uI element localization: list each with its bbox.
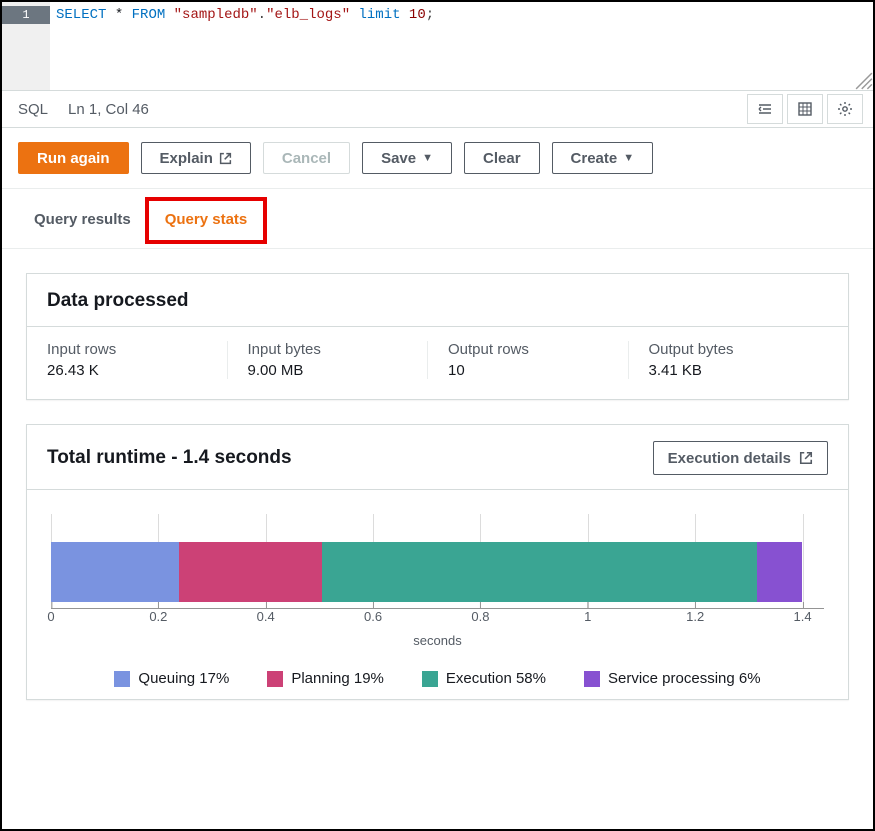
chart-xlabel: seconds bbox=[47, 633, 828, 648]
cancel-button: Cancel bbox=[263, 142, 350, 174]
external-link-icon bbox=[799, 451, 813, 465]
panel-title: Total runtime - 1.4 seconds bbox=[47, 447, 292, 469]
chart-bar bbox=[51, 542, 803, 602]
data-processed-panel: Data processed Input rows 26.43 K Input … bbox=[26, 273, 849, 400]
app-frame: 1 SELECT * FROM "sampledb"."elb_logs" li… bbox=[0, 0, 875, 831]
runtime-chart: 0 0.2 0.4 0.6 0.8 1 1.2 1.4 seconds Queuing 17%… bbox=[27, 490, 848, 699]
stat-input-bytes: Input bytes 9.00 MB bbox=[228, 341, 429, 379]
create-button[interactable]: Create ▼ bbox=[552, 142, 654, 174]
content-area: Data processed Input rows 26.43 K Input … bbox=[2, 249, 873, 829]
status-cursor: Ln 1, Col 46 bbox=[68, 101, 149, 118]
caret-down-icon: ▼ bbox=[422, 152, 433, 164]
legend-swatch bbox=[422, 671, 438, 687]
gear-icon[interactable] bbox=[827, 94, 863, 124]
chart-tick: 0.6 bbox=[364, 609, 382, 624]
external-link-icon bbox=[219, 152, 232, 165]
legend-label: Planning 19% bbox=[291, 670, 384, 687]
legend-item: Queuing 17% bbox=[114, 670, 229, 687]
stats-row: Input rows 26.43 K Input bytes 9.00 MB O… bbox=[47, 341, 828, 379]
chart-tick: 1.2 bbox=[686, 609, 704, 624]
legend-item: Planning 19% bbox=[267, 670, 384, 687]
resize-handle-icon[interactable] bbox=[855, 72, 873, 90]
save-button[interactable]: Save ▼ bbox=[362, 142, 452, 174]
legend-swatch bbox=[114, 671, 130, 687]
chart-tick: 0.2 bbox=[149, 609, 167, 624]
stat-output-rows: Output rows 10 bbox=[428, 341, 629, 379]
status-language: SQL bbox=[18, 101, 48, 118]
explain-button[interactable]: Explain bbox=[141, 142, 251, 174]
tab-query-stats[interactable]: Query stats bbox=[145, 197, 268, 244]
legend-label: Service processing 6% bbox=[608, 670, 761, 687]
chart-segment bbox=[322, 542, 758, 602]
chart-tick: 0.8 bbox=[471, 609, 489, 624]
chart-tick: 1.4 bbox=[793, 609, 811, 624]
editor-code[interactable]: SELECT * FROM "sampledb"."elb_logs" limi… bbox=[50, 2, 873, 90]
grid-icon[interactable] bbox=[787, 94, 823, 124]
run-again-button[interactable]: Run again bbox=[18, 142, 129, 174]
legend-label: Execution 58% bbox=[446, 670, 546, 687]
legend-label: Queuing 17% bbox=[138, 670, 229, 687]
format-icon[interactable] bbox=[747, 94, 783, 124]
legend-item: Service processing 6% bbox=[584, 670, 761, 687]
chart-segment bbox=[757, 542, 802, 602]
tab-query-results[interactable]: Query results bbox=[18, 201, 147, 248]
editor-gutter: 1 bbox=[2, 2, 50, 90]
execution-details-button[interactable]: Execution details bbox=[653, 441, 828, 475]
stat-output-bytes: Output bytes 3.41 KB bbox=[629, 341, 829, 379]
chart-tick: 1 bbox=[584, 609, 591, 624]
legend-swatch bbox=[267, 671, 283, 687]
legend-item: Execution 58% bbox=[422, 670, 546, 687]
chart-legend: Queuing 17% Planning 19% Execution 58% Serv… bbox=[47, 670, 828, 687]
status-bar: SQL Ln 1, Col 46 bbox=[2, 90, 873, 128]
legend-swatch bbox=[584, 671, 600, 687]
caret-down-icon: ▼ bbox=[623, 152, 634, 164]
runtime-panel: Total runtime - 1.4 seconds Execution de… bbox=[26, 424, 849, 700]
chart-segment bbox=[179, 542, 322, 602]
chart-segment bbox=[51, 542, 179, 602]
line-number: 1 bbox=[2, 6, 50, 24]
clear-button[interactable]: Clear bbox=[464, 142, 540, 174]
toolbar: Run again Explain Cancel Save ▼ Clear Cr… bbox=[2, 128, 873, 189]
chart-tick: 0 bbox=[47, 609, 54, 624]
chart-tick: 0.4 bbox=[257, 609, 275, 624]
stat-input-rows: Input rows 26.43 K bbox=[47, 341, 228, 379]
tabs: Query results Query stats bbox=[2, 189, 873, 249]
sql-editor[interactable]: 1 SELECT * FROM "sampledb"."elb_logs" li… bbox=[2, 2, 873, 90]
panel-title: Data processed bbox=[47, 290, 189, 312]
